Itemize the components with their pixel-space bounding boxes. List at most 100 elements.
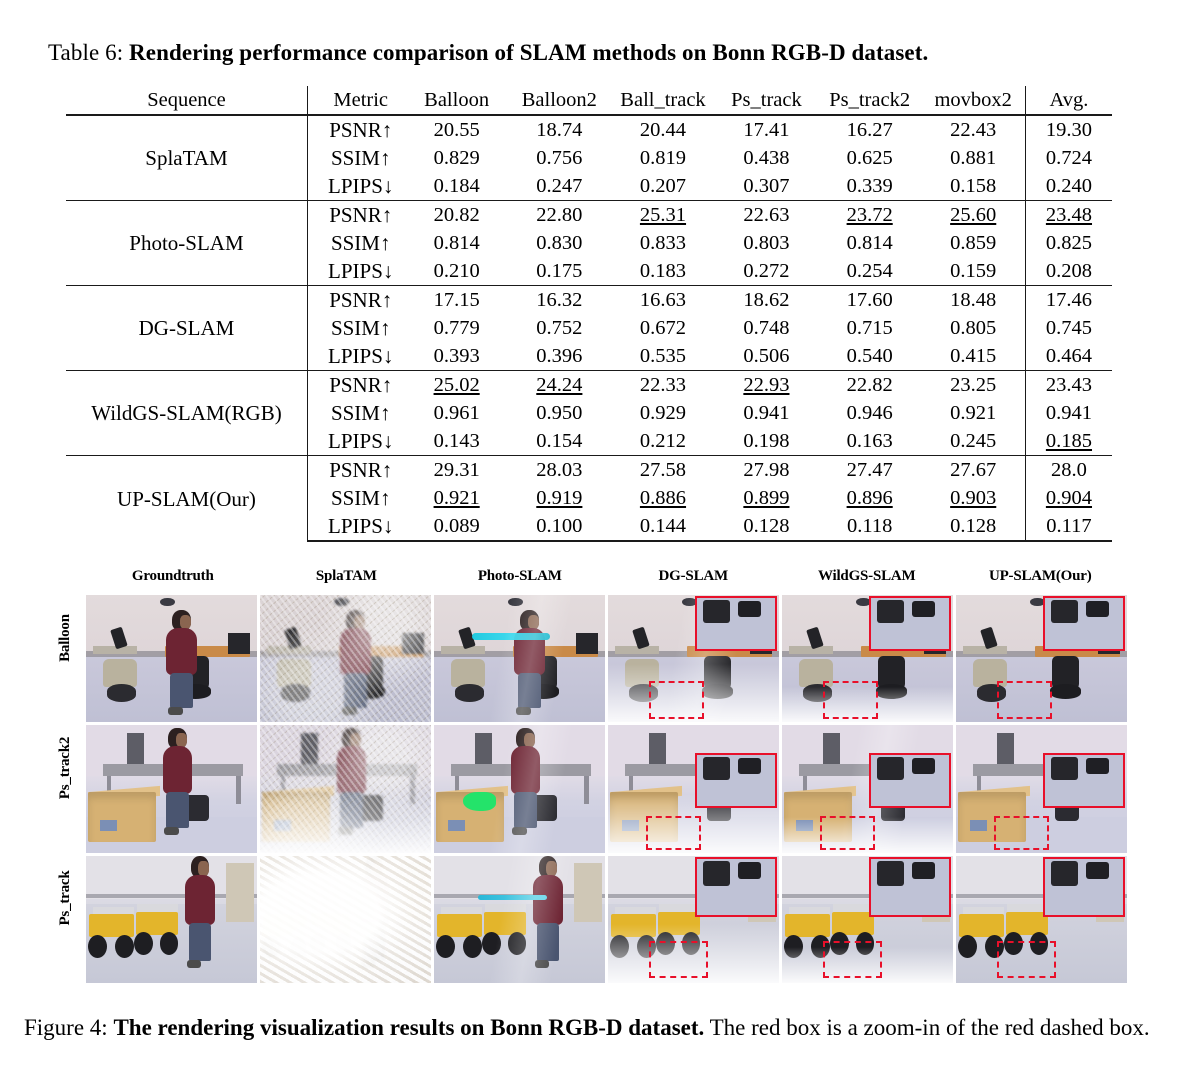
metric-value: 25.02 xyxy=(405,370,508,399)
col-header-metric: Metric xyxy=(306,86,406,116)
metric-value: 0.859 xyxy=(950,232,997,254)
metric-value: 0.393 xyxy=(433,345,480,367)
metric-value: 16.32 xyxy=(507,285,611,314)
metric-value: 0.752 xyxy=(536,317,583,339)
table-caption: Table 6: Rendering performance compariso… xyxy=(48,38,1138,68)
method-name-cell: DG-SLAM xyxy=(66,285,308,371)
metric-value: 22.33 xyxy=(610,370,716,399)
metric-label: PSNR↑ xyxy=(306,285,406,314)
metric-value: 24.24 xyxy=(507,370,611,399)
figure-cell xyxy=(260,855,431,983)
metric-value: 0.748 xyxy=(743,317,790,339)
metric-label: SSIM↑ xyxy=(306,314,406,342)
metric-value: 27.98 xyxy=(715,455,818,484)
figure-cell xyxy=(956,725,1127,853)
metric-average: 0.904 xyxy=(1024,484,1112,512)
figure-row-label-balloon: Balloon xyxy=(57,614,73,662)
method-name-cell: WildGS-SLAM(RGB) xyxy=(66,370,308,456)
metric-value: 20.44 xyxy=(610,114,716,144)
figure-cell xyxy=(608,595,779,723)
figure-cell xyxy=(782,855,953,983)
figure-column-header-wildgs-slam: WildGS-SLAM xyxy=(817,568,916,584)
metric-label: LPIPS↓ xyxy=(306,342,406,371)
metric-value: 0.814 xyxy=(846,232,893,254)
zoom-in-box xyxy=(1042,753,1126,809)
metric-value: 0.919 xyxy=(536,487,583,509)
metric-value: 0.903 xyxy=(950,487,997,509)
metric-value: 0.118 xyxy=(817,512,922,542)
metric-average: 0.185 xyxy=(1024,427,1112,456)
results-table: Sequence Metric Balloon Balloon2 Ball_tr… xyxy=(66,86,1112,542)
table-row: LPIPS↓ 0.210 0.175 0.183 0.272 0.254 0.159 0.20… xyxy=(66,257,1112,286)
metric-average: 0.240 xyxy=(1024,172,1112,201)
metric-average: 0.464 xyxy=(1024,342,1112,371)
metric-value: 0.163 xyxy=(846,430,893,452)
metric-value: 0.272 xyxy=(743,260,790,282)
metric-value: 0.183 xyxy=(639,260,687,282)
metric-label: PSNR↑ xyxy=(306,370,406,399)
zoom-source-dashed-box xyxy=(819,815,875,851)
zoom-in-box xyxy=(868,596,952,652)
figure-cell xyxy=(956,595,1127,723)
metric-value: 22.43 xyxy=(921,114,1026,144)
zoom-source-dashed-box xyxy=(823,940,882,978)
metric-value: 0.184 xyxy=(433,175,480,197)
metric-average: 0.117 xyxy=(1024,512,1112,542)
zoom-in-box xyxy=(1042,596,1126,652)
zoom-source-dashed-box xyxy=(649,940,708,978)
metric-value: 0.899 xyxy=(743,487,790,509)
metric-value: 28.03 xyxy=(507,455,611,484)
metric-value: 22.63 xyxy=(715,200,818,229)
figure-cell xyxy=(434,595,605,723)
col-header-balloon2: Balloon2 xyxy=(507,86,611,116)
col-header-balloon: Balloon xyxy=(405,86,508,116)
metric-value: 17.60 xyxy=(817,285,922,314)
metric-value: 18.62 xyxy=(715,285,818,314)
metric-value: 22.93 xyxy=(715,370,818,399)
metric-value: 16.63 xyxy=(610,285,716,314)
metric-value: 27.67 xyxy=(921,455,1026,484)
metric-average: 23.48 xyxy=(1024,200,1112,229)
figure-cell xyxy=(86,855,257,983)
metric-value: 0.247 xyxy=(536,175,583,197)
metric-label: SSIM↑ xyxy=(306,484,406,512)
zoom-in-box xyxy=(694,596,778,652)
metric-value: 17.15 xyxy=(405,285,508,314)
metric-label: PSNR↑ xyxy=(306,200,406,229)
figure-image-grid xyxy=(86,595,1127,983)
metric-label: LPIPS↓ xyxy=(306,257,406,286)
metric-value: 0.756 xyxy=(536,147,583,169)
col-header-sequence: Sequence xyxy=(66,86,308,116)
col-header-ps-track: Ps_track xyxy=(715,86,818,116)
metric-value: 0.415 xyxy=(950,345,997,367)
zoom-source-dashed-box xyxy=(997,681,1053,719)
metric-value: 18.48 xyxy=(921,285,1026,314)
metric-average: 0.724 xyxy=(1024,144,1112,172)
figure-cell xyxy=(608,855,779,983)
metric-value: 0.089 xyxy=(405,512,508,542)
figure-block: Groundtruth SplaTAM Photo-SLAM DG-SLAM WildG… xyxy=(0,566,1178,998)
metric-value: 29.31 xyxy=(405,455,508,484)
metric-value: 0.819 xyxy=(639,147,687,169)
metric-value: 0.339 xyxy=(846,175,893,197)
metric-value: 0.506 xyxy=(743,345,790,367)
figure-cell xyxy=(86,725,257,853)
metric-label: PSNR↑ xyxy=(306,455,406,484)
figure-column-headers: Groundtruth SplaTAM Photo-SLAM DG-SLAM WildG… xyxy=(86,566,1127,592)
metric-value: 0.128 xyxy=(921,512,1026,542)
metric-label: LPIPS↓ xyxy=(306,427,406,456)
table-row: SSIM↑ 0.829 0.756 0.819 0.438 0.625 0.881 0.724 xyxy=(66,144,1112,172)
metric-value: 0.396 xyxy=(536,345,583,367)
metric-average: 0.941 xyxy=(1024,399,1112,427)
figure-caption-rest: The red box is a zoom-in of the red dash… xyxy=(704,1015,1150,1040)
zoom-in-box xyxy=(694,856,778,917)
metric-value: 22.82 xyxy=(817,370,922,399)
method-name-cell: UP-SLAM(Our) xyxy=(66,455,308,541)
table-row: LPIPS↓ 0.089 0.100 0.144 0.128 0.118 0.128 0.11… xyxy=(66,512,1112,542)
figure-column-header-splatam: SplaTAM xyxy=(315,568,377,584)
zoom-source-dashed-box xyxy=(993,815,1049,851)
table-header-row: Sequence Metric Balloon Balloon2 Ball_tr… xyxy=(66,86,1112,116)
metric-value: 0.921 xyxy=(433,487,480,509)
figure-column-header-groundtruth: Groundtruth xyxy=(131,568,214,584)
metric-average: 17.46 xyxy=(1024,285,1112,314)
